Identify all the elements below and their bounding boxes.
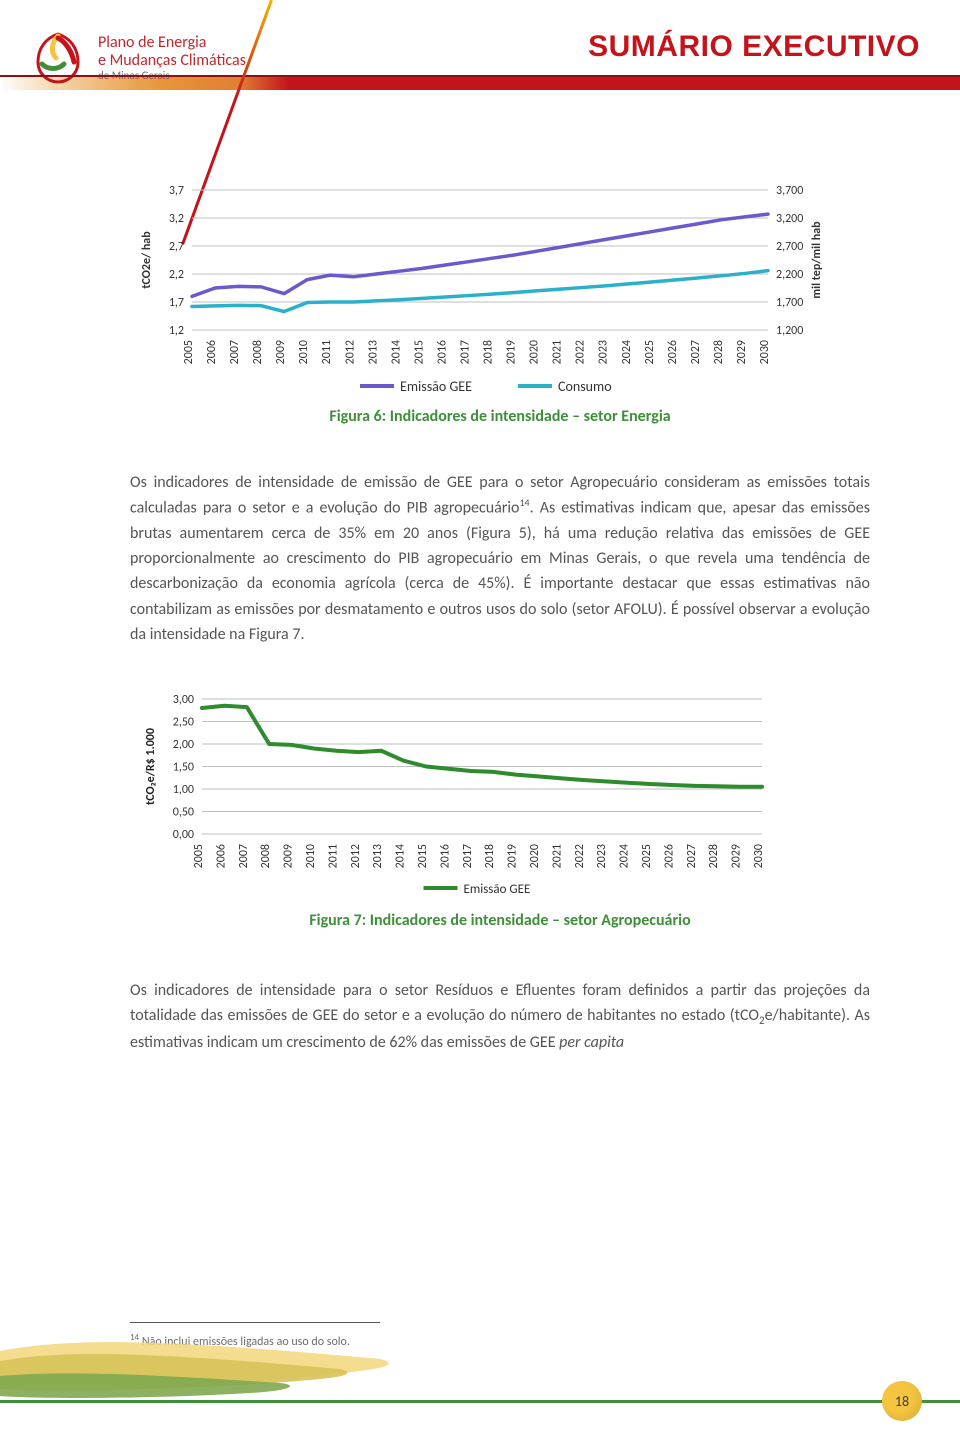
svg-text:2028: 2028	[707, 844, 721, 868]
svg-text:1,2: 1,2	[169, 324, 184, 338]
svg-text:mil tep/mil hab: mil tep/mil hab	[810, 221, 824, 299]
svg-text:2008: 2008	[251, 340, 265, 364]
svg-text:2013: 2013	[371, 844, 385, 868]
svg-text:0,00: 0,00	[173, 828, 194, 842]
svg-text:2017: 2017	[461, 844, 475, 868]
svg-text:2006: 2006	[205, 340, 219, 364]
chart-7-svg: 0,00 0,50 1,00 1,50 2,00 2,50 3,00 2005 2006 2007…	[130, 689, 830, 899]
svg-text:2009: 2009	[274, 340, 288, 364]
svg-text:2015: 2015	[416, 844, 430, 868]
svg-text:2022: 2022	[573, 844, 587, 868]
chart-figure-7: 0,00 0,50 1,00 1,50 2,00 2,50 3,00 2005 2006 2007…	[130, 689, 870, 930]
svg-text:2018: 2018	[482, 340, 496, 364]
svg-text:2028: 2028	[712, 340, 726, 364]
svg-text:2015: 2015	[412, 340, 426, 364]
svg-text:2025: 2025	[640, 844, 654, 868]
svg-text:1,00: 1,00	[173, 783, 194, 797]
svg-text:2017: 2017	[458, 340, 472, 364]
svg-text:2019: 2019	[506, 844, 520, 868]
svg-text:2016: 2016	[435, 340, 449, 364]
page-header: Plano de Energia e Mudanças Climáticas d…	[0, 0, 960, 100]
svg-text:2022: 2022	[574, 340, 588, 364]
page-number-badge: 18	[882, 1381, 922, 1421]
svg-text:2026: 2026	[662, 844, 676, 868]
paragraph-2: Os indicadores de intensidade para o set…	[130, 978, 870, 1055]
svg-text:2026: 2026	[666, 340, 680, 364]
svg-text:2025: 2025	[643, 340, 657, 364]
svg-text:Emissão GEE: Emissão GEE	[400, 378, 472, 395]
svg-text:2005: 2005	[182, 340, 196, 364]
svg-text:2009: 2009	[282, 844, 296, 868]
para2-italic: per capita	[559, 1033, 624, 1052]
svg-text:2,2: 2,2	[169, 268, 184, 282]
svg-text:3,2: 3,2	[169, 212, 184, 226]
svg-text:3,00: 3,00	[173, 693, 194, 707]
footer-brush-icon	[0, 1331, 420, 1401]
brand-line2: e Mudanças Climáticas	[98, 52, 246, 70]
paragraph-1: Os indicadores de intensidade de emissão…	[130, 470, 870, 647]
svg-text:2014: 2014	[389, 340, 403, 364]
svg-text:2,7: 2,7	[169, 240, 184, 254]
svg-text:2012: 2012	[343, 340, 357, 364]
svg-text:2012: 2012	[349, 844, 363, 868]
figure-6-caption: Figura 6: Indicadores de intensidade – s…	[130, 407, 870, 426]
svg-text:3,700: 3,700	[776, 184, 803, 198]
para1-b: . As estimativas indicam que, apesar das…	[130, 499, 870, 644]
svg-text:2027: 2027	[685, 844, 699, 868]
svg-text:2023: 2023	[597, 340, 611, 364]
footer-line	[0, 1400, 960, 1403]
svg-text:2005: 2005	[192, 844, 206, 868]
svg-text:2023: 2023	[595, 844, 609, 868]
svg-text:2007: 2007	[228, 340, 242, 364]
content-area: 1,2 1,200 1,7 1,700 2,2 2,200 2,7 2,700 3,2 3,200…	[130, 150, 870, 1055]
svg-text:2018: 2018	[483, 844, 497, 868]
svg-text:2,00: 2,00	[173, 738, 194, 752]
svg-text:tCO2e/ hab: tCO2e/ hab	[140, 231, 154, 289]
svg-text:2027: 2027	[689, 340, 703, 364]
svg-text:1,7: 1,7	[169, 296, 184, 310]
svg-text:Consumo: Consumo	[558, 378, 612, 395]
svg-text:2016: 2016	[438, 844, 452, 868]
svg-text:2010: 2010	[304, 844, 318, 868]
svg-text:3,200: 3,200	[776, 212, 803, 226]
chart-figure-6: 1,2 1,200 1,7 1,700 2,2 2,200 2,7 2,700 3,2 3,200…	[130, 180, 870, 426]
footnote-rule	[130, 1322, 380, 1323]
svg-text:2019: 2019	[505, 340, 519, 364]
footnote-ref-14: 14	[519, 496, 529, 509]
svg-text:2007: 2007	[237, 844, 251, 868]
svg-text:2029: 2029	[730, 844, 744, 868]
svg-text:2024: 2024	[618, 844, 632, 868]
svg-text:2,50: 2,50	[173, 716, 194, 730]
svg-text:2,200: 2,200	[776, 268, 803, 282]
svg-text:2011: 2011	[320, 340, 334, 364]
svg-text:1,200: 1,200	[776, 324, 803, 338]
svg-text:2020: 2020	[528, 340, 542, 364]
chart-6-svg: 1,2 1,200 1,7 1,700 2,2 2,200 2,7 2,700 3,2 3,200…	[130, 180, 830, 395]
svg-text:2030: 2030	[758, 340, 772, 364]
svg-text:2,700: 2,700	[776, 240, 803, 254]
svg-text:2020: 2020	[528, 844, 542, 868]
svg-text:1,50: 1,50	[173, 761, 194, 775]
svg-text:Emissão GEE: Emissão GEE	[464, 882, 531, 897]
svg-text:2021: 2021	[550, 844, 564, 868]
svg-text:3,7: 3,7	[169, 184, 184, 198]
svg-text:2021: 2021	[551, 340, 565, 364]
svg-text:2010: 2010	[297, 340, 311, 364]
svg-text:2014: 2014	[394, 844, 408, 868]
svg-text:2024: 2024	[620, 340, 634, 364]
svg-text:2008: 2008	[259, 844, 273, 868]
svg-text:1,700: 1,700	[776, 296, 803, 310]
figure-7-caption: Figura 7: Indicadores de intensidade – s…	[130, 911, 870, 930]
page-title: SUMÁRIO EXECUTIVO	[588, 30, 920, 64]
brand-line1: Plano de Energia	[98, 34, 246, 52]
svg-text:2006: 2006	[214, 844, 228, 868]
svg-text:0,50: 0,50	[173, 806, 194, 820]
svg-text:2029: 2029	[735, 340, 749, 364]
page-number: 18	[895, 1393, 909, 1410]
svg-text:2013: 2013	[366, 340, 380, 364]
svg-text:tCO₂e/R$ 1.000: tCO₂e/R$ 1.000	[144, 728, 158, 805]
header-bar	[0, 76, 960, 90]
svg-text:2030: 2030	[752, 844, 766, 868]
svg-text:2011: 2011	[326, 844, 340, 868]
